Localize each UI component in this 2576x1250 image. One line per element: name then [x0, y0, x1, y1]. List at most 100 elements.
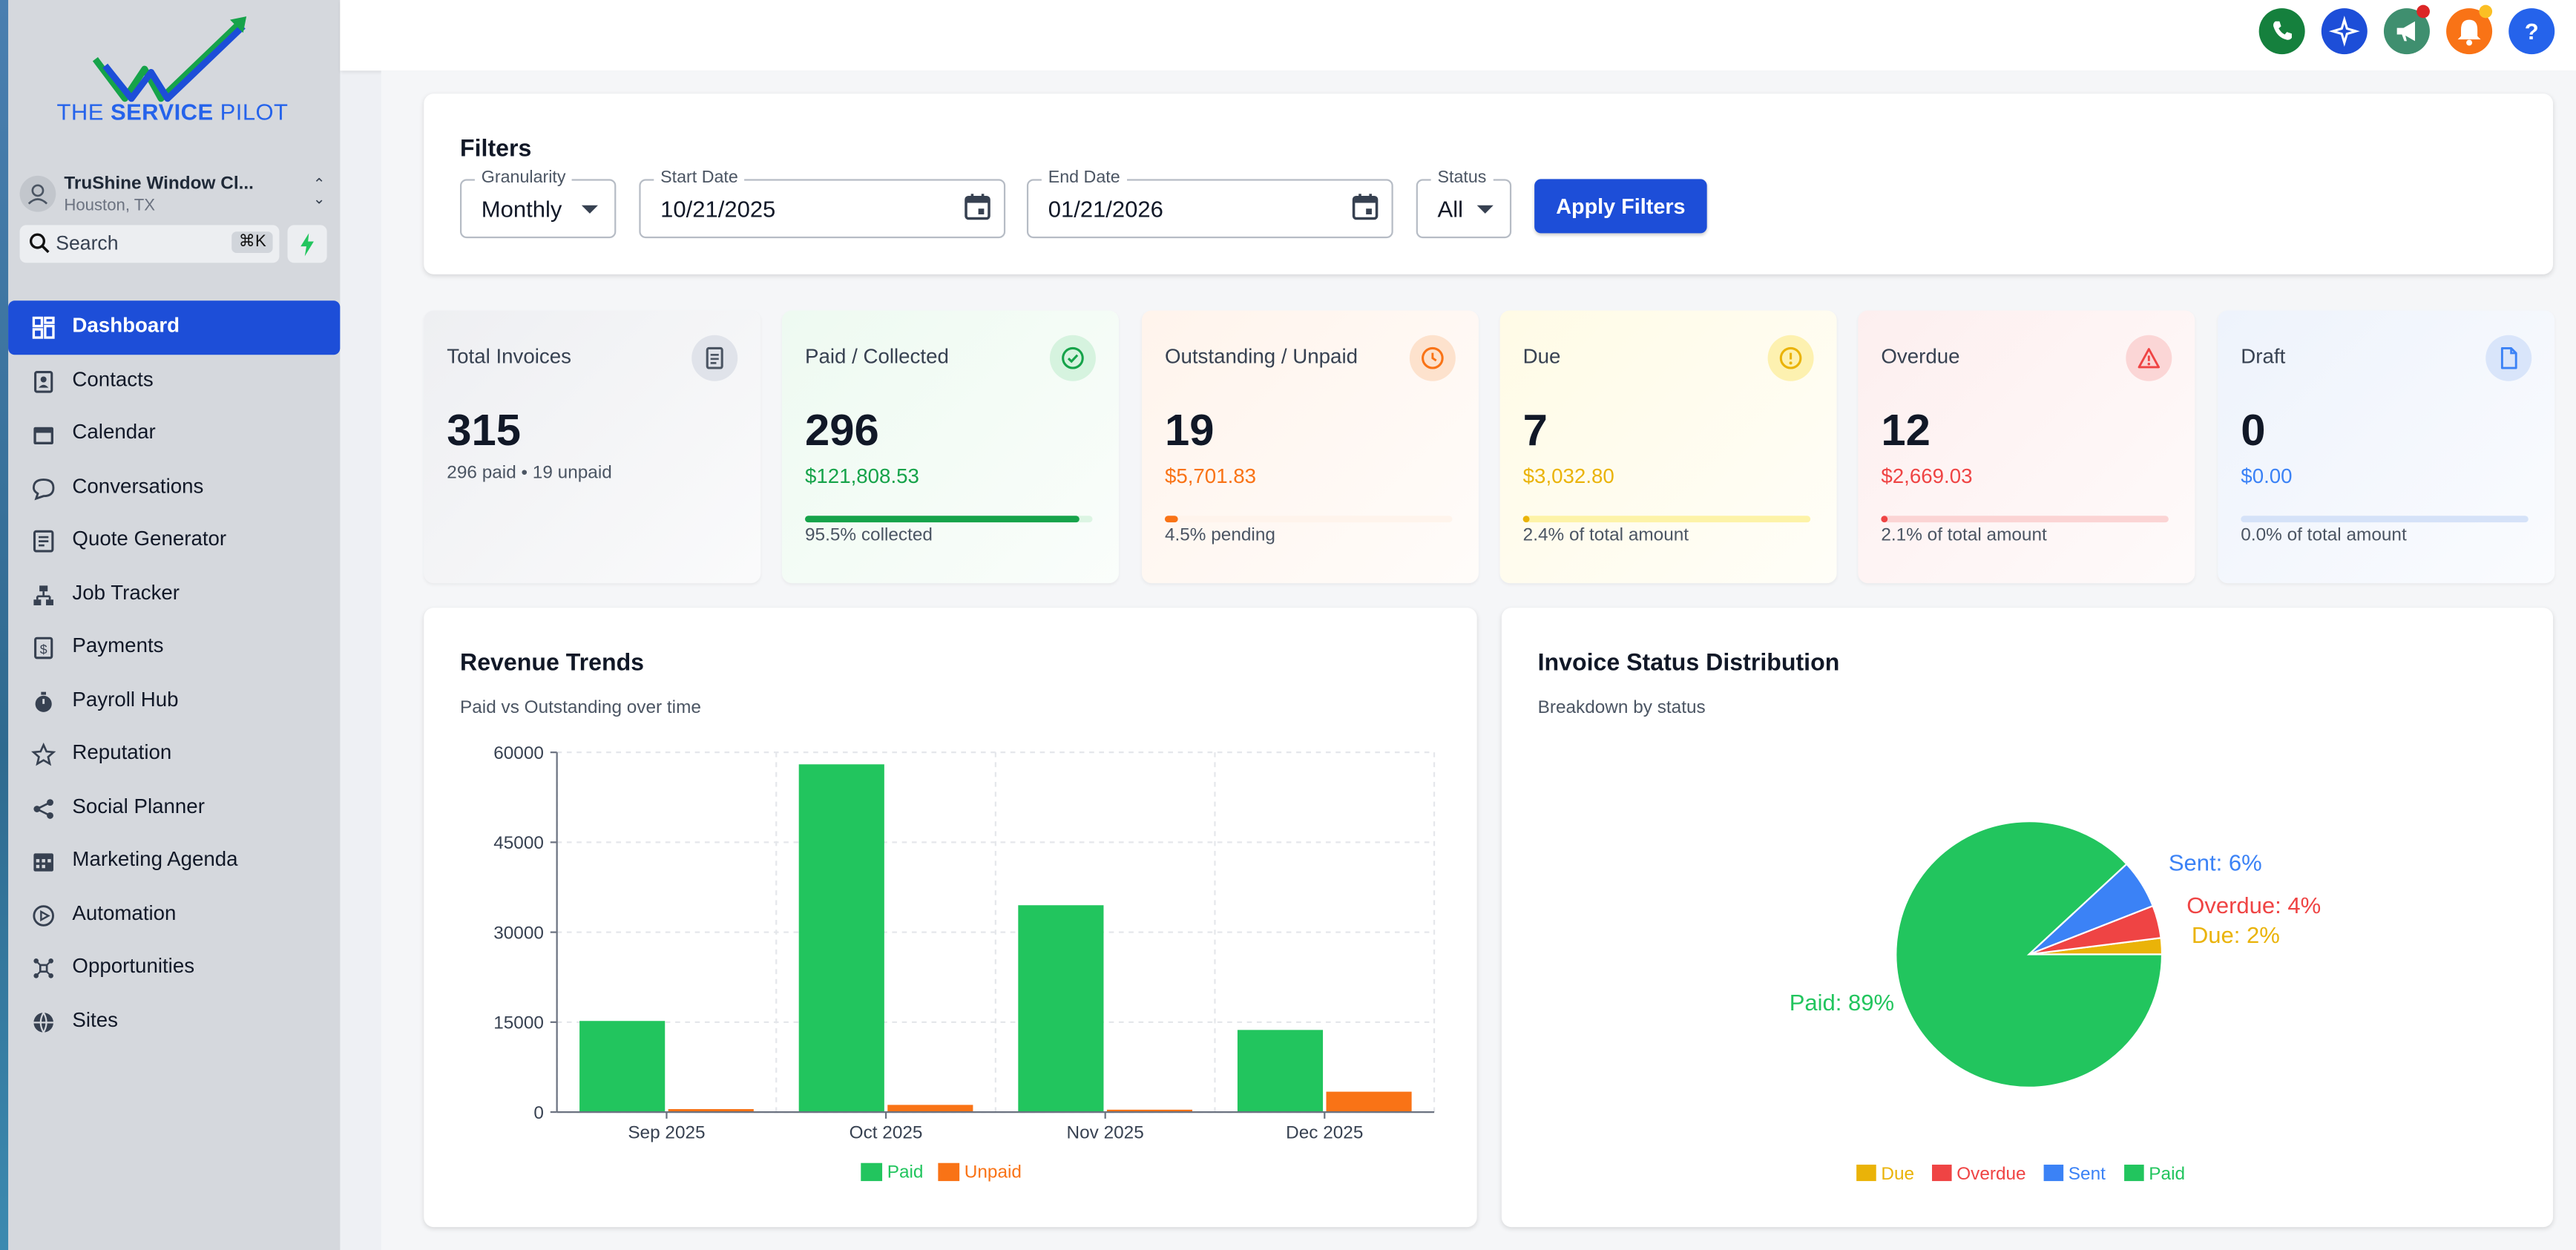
apply-filters-button[interactable]: Apply Filters — [1534, 179, 1707, 234]
bar-paid-nov-2025[interactable] — [1018, 905, 1104, 1113]
sidebar-item-dashboard[interactable]: Dashboard — [8, 300, 341, 355]
sidebar-item-label: Marketing Agenda — [72, 847, 238, 871]
help-button[interactable]: ? — [2508, 8, 2555, 55]
sidebar-item-label: Sites — [72, 1007, 118, 1031]
filters-title: Filters — [460, 136, 532, 163]
stat-badge — [2126, 335, 2172, 381]
sidebar: THE SERVICE PILOT TruShine Window Cl... … — [0, 0, 341, 1250]
pie-slice-paid[interactable] — [1895, 820, 2163, 1088]
invoice-status-card: Invoice Status Distribution Breakdown by… — [1501, 608, 2554, 1228]
stat-progress-fill — [1881, 516, 1888, 523]
legend-label: Sent — [2069, 1164, 2106, 1184]
bar-unpaid-sep-2025[interactable] — [668, 1109, 754, 1113]
stat-progress-bar — [1522, 516, 1811, 523]
legend-label: Paid — [887, 1162, 924, 1182]
sidebar-item-contacts[interactable]: Contacts — [8, 354, 340, 407]
sidebar-item-payments[interactable]: $ Payments — [8, 621, 340, 674]
sidebar-item-label: Opportunities — [72, 954, 195, 978]
granularity-select[interactable]: Granularity Monthly — [460, 167, 617, 239]
stat-progress-fill — [805, 516, 1080, 523]
caret-down-icon — [1476, 205, 1494, 214]
status-label: Status — [1430, 167, 1494, 188]
ai-assistant-button[interactable] — [2321, 8, 2368, 55]
status-select[interactable]: Status All — [1416, 167, 1512, 239]
sidebar-item-label: Automation — [72, 901, 177, 924]
account-name: TruShine Window Cl... — [64, 174, 254, 194]
chevron-updown-icon: ⌃ ⌄ — [312, 175, 326, 208]
stat-value: 12 — [1881, 405, 1931, 455]
distribution-chart-title: Invoice Status Distribution — [1537, 650, 1840, 677]
phone-button[interactable] — [2258, 8, 2305, 55]
logo-icon — [92, 16, 247, 102]
sidebar-item-opportunities[interactable]: Opportunities — [8, 941, 340, 995]
x-tick-label: Dec 2025 — [1286, 1123, 1363, 1143]
stat-amount: $0.00 — [2241, 464, 2293, 488]
bar-unpaid-dec-2025[interactable] — [1326, 1091, 1412, 1113]
end-date-input[interactable]: End Date 01/21/2026 — [1026, 167, 1393, 239]
bar-unpaid-nov-2025[interactable] — [1106, 1109, 1193, 1113]
file-icon — [2500, 346, 2517, 369]
share-icon — [33, 798, 53, 818]
sidebar-item-sites[interactable]: Sites — [8, 995, 340, 1048]
revenue-chart-title: Revenue Trends — [460, 650, 645, 677]
x-tick-label: Oct 2025 — [850, 1123, 923, 1143]
stat-amount: $3,032.80 — [1522, 464, 1614, 488]
calendar-icon[interactable] — [1350, 192, 1380, 222]
legend-swatch — [1856, 1164, 1876, 1182]
agenda-icon — [33, 853, 53, 872]
start-date-input[interactable]: Start Date 10/21/2025 — [639, 167, 1006, 239]
sidebar-item-conversations[interactable]: Conversations — [8, 461, 340, 514]
chat-bubble-icon — [32, 478, 55, 500]
sidebar-item-payroll-hub[interactable]: Payroll Hub — [8, 674, 340, 728]
account-switcher[interactable]: TruShine Window Cl... Houston, TX ⌃ ⌄ — [19, 171, 329, 220]
stat-value: 7 — [1522, 405, 1548, 455]
stat-title: Overdue — [1881, 345, 1960, 369]
stat-value: 315 — [447, 405, 522, 455]
job-tracker-icon — [33, 585, 53, 605]
sidebar-item-marketing-agenda[interactable]: Marketing Agenda — [8, 835, 340, 888]
stat-amount: $5,701.83 — [1164, 464, 1257, 488]
legend-label: Unpaid — [965, 1162, 1022, 1182]
quick-action-button[interactable] — [287, 225, 327, 263]
contacts-icon — [34, 369, 53, 392]
stat-badge — [691, 335, 738, 381]
account-location: Houston, TX — [64, 197, 156, 216]
sidebar-item-reputation[interactable]: Reputation — [8, 728, 340, 781]
megaphone-icon — [2396, 21, 2416, 42]
bar-unpaid-oct-2025[interactable] — [887, 1105, 973, 1113]
sidebar-item-social-planner[interactable]: Social Planner — [8, 781, 340, 835]
pie-label-paid: Paid: 89% — [1790, 990, 1894, 1016]
notifications-button[interactable] — [2446, 4, 2493, 55]
stat-footer: 4.5% pending — [1164, 525, 1275, 546]
sidebar-item-job-tracker[interactable]: Job Tracker — [8, 568, 340, 621]
notification-dot — [2479, 4, 2493, 19]
stat-badge — [1409, 335, 1456, 381]
stat-card-total-invoices: Total Invoices 315 296 paid • 19 unpaid — [424, 310, 761, 584]
lightning-icon — [300, 233, 314, 257]
bar-paid-dec-2025[interactable] — [1237, 1030, 1324, 1113]
sidebar-item-label: Payroll Hub — [72, 687, 179, 711]
sidebar-item-label: Job Tracker — [72, 580, 180, 604]
sidebar-item-calendar[interactable]: Calendar — [8, 407, 340, 461]
announcements-button[interactable] — [2383, 4, 2430, 55]
stat-amount: $121,808.53 — [805, 464, 919, 488]
stat-badge — [2485, 335, 2532, 381]
bar-paid-sep-2025[interactable] — [579, 1021, 666, 1113]
stopwatch-icon — [35, 691, 52, 711]
automation-icon — [33, 904, 54, 926]
bar-paid-oct-2025[interactable] — [798, 764, 884, 1113]
stat-card-overdue: Overdue 12 $2,669.03 2.1% of total amount — [1858, 310, 2195, 584]
end-date-value: 01/21/2026 — [1048, 195, 1163, 222]
sidebar-item-label: Calendar — [72, 420, 156, 444]
sidebar-item-label: Conversations — [72, 473, 204, 497]
sidebar-item-quote-generator[interactable]: Quote Generator — [8, 514, 340, 568]
stat-progress-bar — [1164, 516, 1453, 523]
search-box[interactable]: Search ⌘K — [19, 225, 280, 263]
payments-icon: $ — [34, 636, 53, 659]
sidebar-item-automation[interactable]: Automation — [8, 888, 340, 941]
calendar-icon[interactable] — [963, 192, 993, 222]
legend-swatch — [1932, 1164, 1952, 1182]
stat-title: Due — [1522, 345, 1561, 369]
revenue-bar-chart: 0 15000 30000 45000 60000 Sep 2025 Oct 2025 Nov… — [493, 743, 1436, 1182]
bell-icon — [2457, 19, 2481, 46]
